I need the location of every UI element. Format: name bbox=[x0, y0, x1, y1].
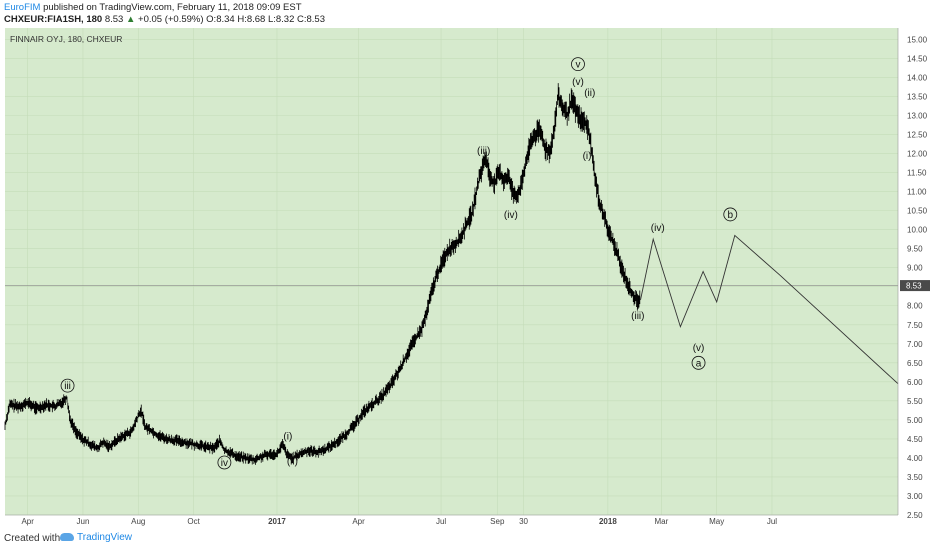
last-price: 8.53 bbox=[102, 14, 126, 25]
y-tick-label: 8.00 bbox=[907, 302, 923, 311]
publish-info: published on TradingView.com, February 1… bbox=[40, 2, 302, 13]
wave-label: (iv) bbox=[504, 210, 518, 221]
last-price-badge bbox=[900, 280, 930, 292]
y-tick-label: 14.00 bbox=[907, 73, 928, 82]
x-tick-label: May bbox=[709, 517, 724, 526]
y-tick-label: 13.00 bbox=[907, 112, 928, 121]
y-tick-label: 4.00 bbox=[907, 454, 923, 463]
y-tick-label: 10.00 bbox=[907, 226, 928, 235]
wave-text: iii bbox=[64, 381, 71, 392]
x-tick-label: Jul bbox=[436, 517, 446, 526]
wave-circle bbox=[571, 57, 585, 72]
y-axis: 2.50 3.00 3.50 4.00 4.50 5.00 5.50 6.00 6.50 7.00… bbox=[897, 28, 928, 520]
wave-label: iv bbox=[217, 455, 232, 470]
y-tick-label: 7.50 bbox=[907, 321, 923, 330]
grid bbox=[5, 28, 898, 516]
wave-circle bbox=[217, 455, 232, 470]
tradingview-link[interactable]: TradingView bbox=[60, 532, 132, 543]
y-tick-label: 3.50 bbox=[907, 473, 923, 482]
wave-label: (iv) bbox=[651, 223, 665, 234]
wave-text: (i) bbox=[283, 431, 292, 442]
wave-text: (v) bbox=[572, 77, 584, 88]
wave-label: b bbox=[723, 207, 738, 222]
wave-label: (iii) bbox=[477, 146, 490, 157]
wave-label: (i) bbox=[583, 151, 592, 162]
y-tick-label: 6.50 bbox=[907, 359, 923, 368]
y-tick-label: 4.50 bbox=[907, 435, 923, 444]
price-chart[interactable]: iiiiv(i)(ii)(iii)(iv)v(v)(ii)(i)(iii)(iv… bbox=[0, 0, 932, 528]
wave-text: (iii) bbox=[477, 146, 490, 157]
x-tick-label: Aug bbox=[131, 517, 145, 526]
wave-label: a bbox=[691, 355, 706, 370]
wave-text: (i) bbox=[583, 151, 592, 162]
x-tick-label: 2017 bbox=[268, 517, 286, 526]
plot-area[interactable] bbox=[5, 28, 898, 515]
y-tick-label: 15.00 bbox=[907, 35, 928, 44]
price-series bbox=[4, 83, 641, 465]
y-tick-label: 3.00 bbox=[907, 492, 923, 501]
y-tick-label: 9.50 bbox=[907, 245, 923, 254]
x-tick-label: Oct bbox=[187, 517, 200, 526]
footer: Created with TradingView bbox=[0, 528, 932, 550]
symbol-label: CHXEUR:FIA1SH, 180 bbox=[4, 14, 103, 25]
y-tick-label: 12.50 bbox=[907, 131, 928, 140]
tradingview-cloud-icon bbox=[60, 533, 74, 541]
x-tick-label: 30 bbox=[519, 517, 528, 526]
created-with-label: Created with bbox=[4, 533, 61, 544]
up-arrow-icon: ▲ bbox=[125, 14, 136, 25]
y-tick-label: 11.00 bbox=[907, 188, 927, 197]
chart-title: FINNAIR OYJ, 180, CHXEUR bbox=[10, 34, 122, 44]
wave-label: v bbox=[571, 57, 585, 72]
y-tick-label: 5.00 bbox=[907, 416, 923, 425]
price-change: +0.05 (+0.59%) bbox=[135, 14, 207, 25]
x-tick-label: Apr bbox=[21, 517, 34, 526]
wave-label: (v) bbox=[693, 343, 705, 354]
y-tick-label: 5.50 bbox=[907, 397, 923, 406]
wave-label: (ii) bbox=[584, 88, 595, 99]
x-tick-label: 2018 bbox=[599, 517, 617, 526]
chart-header: EuroFIM published on TradingView.com, Fe… bbox=[4, 2, 325, 26]
wave-circle bbox=[60, 378, 75, 393]
x-axis: Apr Jun Aug Oct 2017 Apr Jul Sep 30 2018 Mar May Jul bbox=[5, 514, 898, 526]
y-tick-label: 11.50 bbox=[907, 169, 927, 178]
wave-label: (v) bbox=[572, 77, 584, 88]
y-tick-label: 10.50 bbox=[907, 207, 928, 216]
ohlc-line: CHXEUR:FIA1SH, 180 8.53 ▲ +0.05 (+0.59%)… bbox=[4, 14, 325, 26]
wave-text: iv bbox=[221, 458, 228, 469]
wave-circle bbox=[691, 355, 706, 370]
y-tick-label: 12.00 bbox=[907, 150, 928, 159]
publish-line: EuroFIM published on TradingView.com, Fe… bbox=[4, 2, 325, 14]
x-tick-label: Apr bbox=[352, 517, 365, 526]
wave-text: (iv) bbox=[651, 223, 665, 234]
author-link[interactable]: EuroFIM bbox=[4, 2, 41, 13]
wave-text: a bbox=[696, 358, 702, 369]
wave-labels: iiiiv(i)(ii)(iii)(iv)v(v)(ii)(i)(iii)(iv… bbox=[60, 57, 738, 470]
wave-text: (ii) bbox=[287, 456, 298, 467]
wave-text: b bbox=[727, 210, 733, 221]
y-tick-label: 6.00 bbox=[907, 378, 923, 387]
wave-label: iii bbox=[60, 378, 75, 393]
x-tick-label: Sep bbox=[490, 517, 505, 526]
tradingview-brand: TradingView bbox=[77, 532, 133, 543]
x-tick-label: Jun bbox=[77, 517, 90, 526]
wave-text: (ii) bbox=[584, 88, 595, 99]
wave-text: v bbox=[575, 60, 580, 71]
wave-label: (i) bbox=[283, 431, 292, 442]
wave-circle bbox=[723, 207, 738, 222]
projection-series bbox=[640, 234, 899, 385]
y-tick-label: 9.00 bbox=[907, 264, 923, 273]
y-tick-label: 13.50 bbox=[907, 92, 928, 101]
wave-label: (ii) bbox=[287, 456, 298, 467]
wave-text: (iii) bbox=[631, 311, 644, 322]
wave-text: (iv) bbox=[504, 210, 518, 221]
wave-text: (v) bbox=[693, 343, 705, 354]
last-price-badge-label: 8.53 bbox=[906, 282, 922, 291]
ohlc-values: O:8.34 H:8.68 L:8.32 C:8.53 bbox=[206, 14, 326, 25]
x-tick-label: Mar bbox=[654, 517, 668, 526]
y-tick-label: 14.50 bbox=[907, 54, 928, 63]
wave-label: (iii) bbox=[631, 311, 644, 322]
y-tick-label: 7.00 bbox=[907, 340, 923, 349]
y-tick-label: 2.50 bbox=[907, 511, 923, 520]
x-tick-label: Jul bbox=[767, 517, 777, 526]
